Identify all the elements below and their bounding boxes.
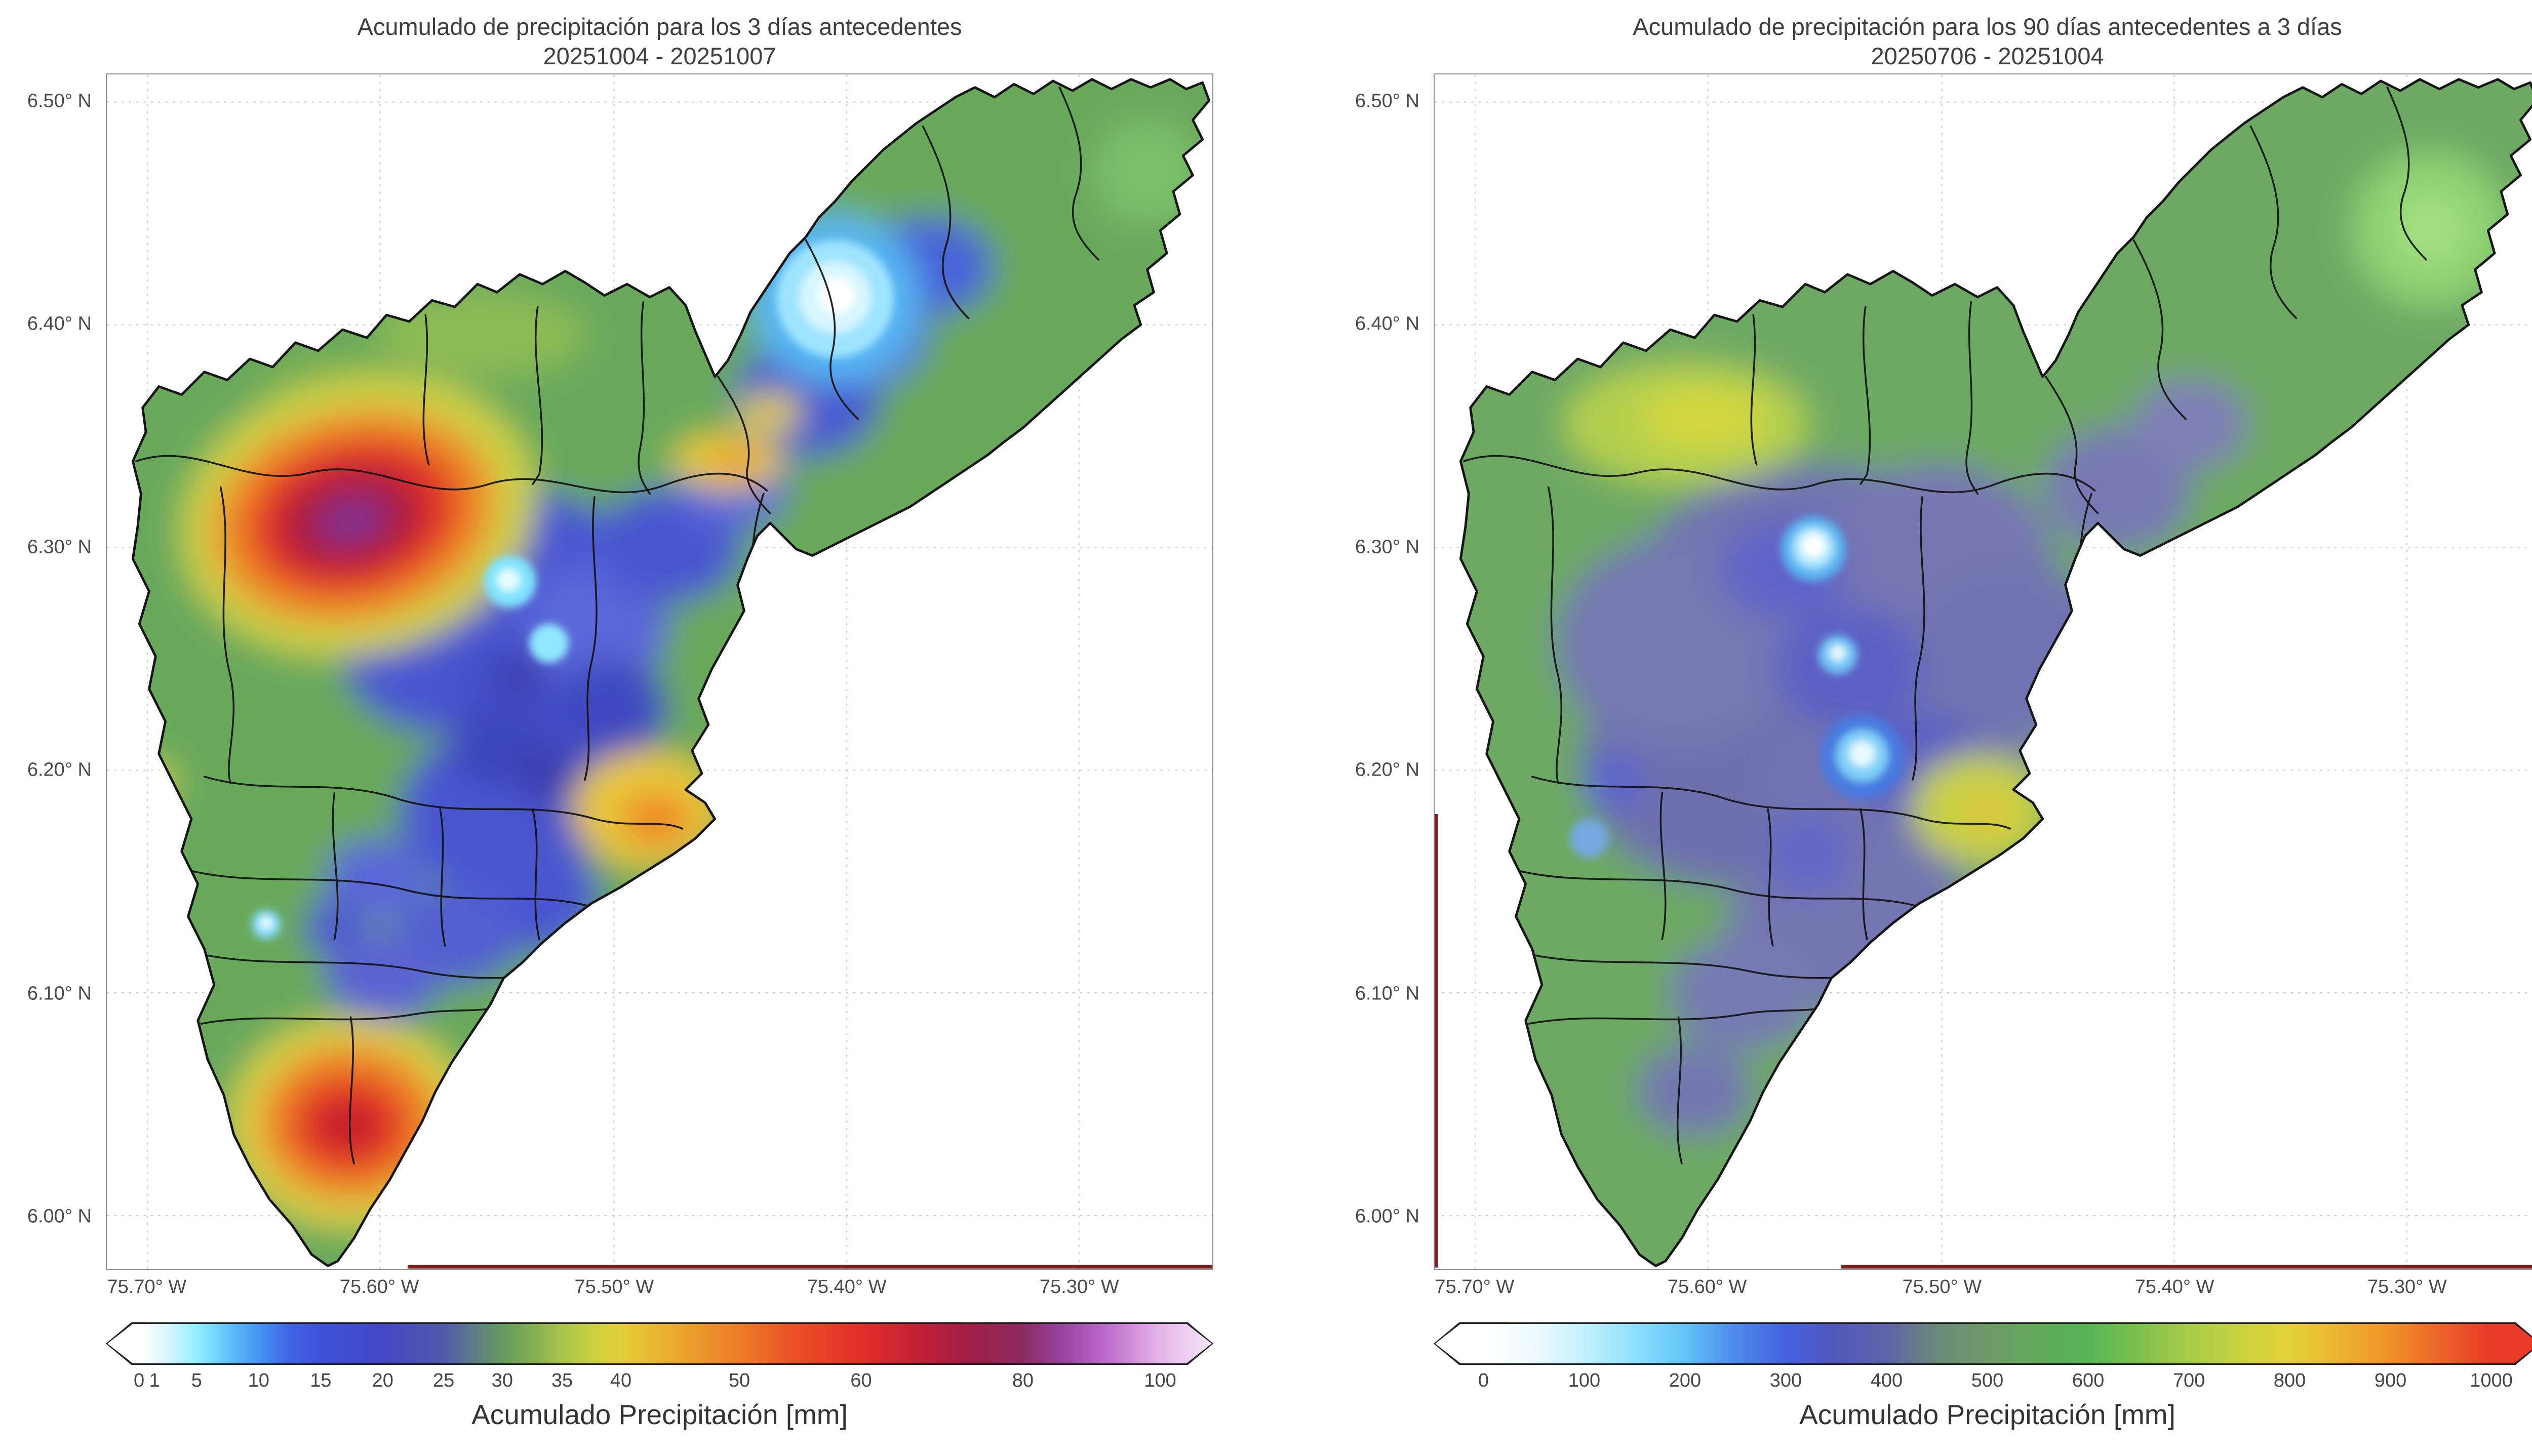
colorbar-90day-block: 0 100 200 300 400 500 600 700 800 900 10… xyxy=(1434,1322,2532,1431)
y-tick-label: 6.00° N xyxy=(27,1205,92,1227)
x-tick-label: 75.50° W xyxy=(1902,1276,1982,1298)
panel-90day-title-block: Acumulado de precipitación para los 90 d… xyxy=(1434,12,2532,71)
panel-90day-y-axis: 6.50° N 6.40° N 6.30° N 6.20° N 6.10° N … xyxy=(1328,73,1427,1270)
colorbar-90day-ticks: 0 100 200 300 400 500 600 700 800 900 10… xyxy=(1434,1370,2532,1396)
colorbar-tick: 700 xyxy=(2172,1370,2205,1391)
x-tick-label: 75.50° W xyxy=(574,1276,654,1298)
y-tick-label: 6.30° N xyxy=(27,536,92,558)
x-tick-label: 75.30° W xyxy=(2367,1276,2447,1298)
panel-3day-y-axis: 6.50° N 6.40° N 6.30° N 6.20° N 6.10° N … xyxy=(0,73,99,1270)
colorbar-tick: 1 xyxy=(149,1370,160,1391)
colorbar-tick: 20 xyxy=(372,1370,393,1391)
panel-90day-title: Acumulado de precipitación para los 90 d… xyxy=(1633,13,2342,40)
colorbar-tick: 80 xyxy=(1012,1370,1034,1391)
colorbar-90day-label: Acumulado Precipitación [mm] xyxy=(1799,1399,2175,1430)
x-tick-label: 75.60° W xyxy=(339,1276,419,1298)
y-tick-label: 6.40° N xyxy=(1355,313,1419,335)
colorbar-tick: 600 xyxy=(2072,1370,2105,1391)
colorbar-tick: 25 xyxy=(432,1370,455,1391)
colorbar-tick: 100 xyxy=(1568,1370,1601,1391)
colorbar-3day-block: 0 1 5 10 15 20 25 30 35 40 50 60 80 100 … xyxy=(106,1322,1213,1431)
colorbar-tick: 200 xyxy=(1669,1370,1702,1391)
colorbar-90day-gradient xyxy=(1435,1324,2532,1363)
colorbar-3day-gradient xyxy=(107,1324,1212,1363)
colorbar-3day-ticks: 0 1 5 10 15 20 25 30 35 40 50 60 80 100 xyxy=(106,1370,1213,1396)
colorbar-tick: 1000 xyxy=(2470,1370,2513,1391)
y-tick-label: 6.30° N xyxy=(1355,536,1419,558)
colorbar-tick: 15 xyxy=(310,1370,332,1391)
panel-3day-x-axis: 75.70° W 75.60° W 75.50° W 75.40° W 75.3… xyxy=(106,1276,1213,1305)
panel-90day-x-axis: 75.70° W 75.60° W 75.50° W 75.40° W 75.3… xyxy=(1434,1276,2532,1305)
panel-3day-title: Acumulado de precipitación para los 3 dí… xyxy=(357,13,962,40)
colorbar-90day xyxy=(1434,1322,2532,1365)
y-tick-label: 6.20° N xyxy=(1355,759,1419,781)
y-tick-label: 6.10° N xyxy=(27,983,92,1004)
y-tick-label: 6.40° N xyxy=(27,313,92,335)
colorbar-3day xyxy=(106,1322,1213,1365)
y-tick-label: 6.50° N xyxy=(27,90,92,112)
panel-90day-subtitle: 20250706 - 20251004 xyxy=(1871,43,2104,69)
colorbar-tick: 40 xyxy=(610,1370,632,1391)
x-tick-label: 75.40° W xyxy=(807,1276,887,1298)
colorbar-3day-label: Acumulado Precipitación [mm] xyxy=(471,1399,848,1430)
colorbar-tick: 50 xyxy=(728,1370,750,1391)
colorbar-tick: 900 xyxy=(2374,1370,2407,1391)
colorbar-tick: 100 xyxy=(1144,1370,1176,1391)
colorbar-tick: 30 xyxy=(491,1370,513,1391)
colorbar-tick: 0 xyxy=(1478,1370,1489,1391)
x-tick-label: 75.60° W xyxy=(1667,1276,1747,1298)
panel-3day-subtitle: 20251004 - 20251007 xyxy=(543,43,776,69)
panel-3day-title-block: Acumulado de precipitación para los 3 dí… xyxy=(106,12,1213,71)
x-tick-label: 75.70° W xyxy=(1435,1276,1515,1298)
colorbar-tick: 0 xyxy=(134,1370,145,1391)
x-tick-label: 75.70° W xyxy=(107,1276,187,1298)
colorbar-tick: 10 xyxy=(248,1370,269,1391)
colorbar-tick: 300 xyxy=(1769,1370,1802,1391)
colorbar-tick: 60 xyxy=(850,1370,872,1391)
map-90day xyxy=(1435,74,2532,1269)
colorbar-tick: 500 xyxy=(1971,1370,2004,1391)
map-plot-3day xyxy=(106,73,1213,1270)
y-tick-label: 6.00° N xyxy=(1355,1205,1419,1227)
map-3day xyxy=(107,74,1212,1269)
x-tick-label: 75.40° W xyxy=(2134,1276,2214,1298)
y-tick-label: 6.10° N xyxy=(1355,983,1419,1004)
colorbar-tick: 35 xyxy=(551,1370,573,1391)
colorbar-tick: 800 xyxy=(2273,1370,2306,1391)
colorbar-tick: 400 xyxy=(1870,1370,1903,1391)
map-plot-90day xyxy=(1434,73,2532,1270)
y-tick-label: 6.20° N xyxy=(27,759,92,781)
x-tick-label: 75.30° W xyxy=(1040,1276,1119,1298)
colorbar-tick: 5 xyxy=(191,1370,202,1391)
y-tick-label: 6.50° N xyxy=(1355,90,1419,112)
